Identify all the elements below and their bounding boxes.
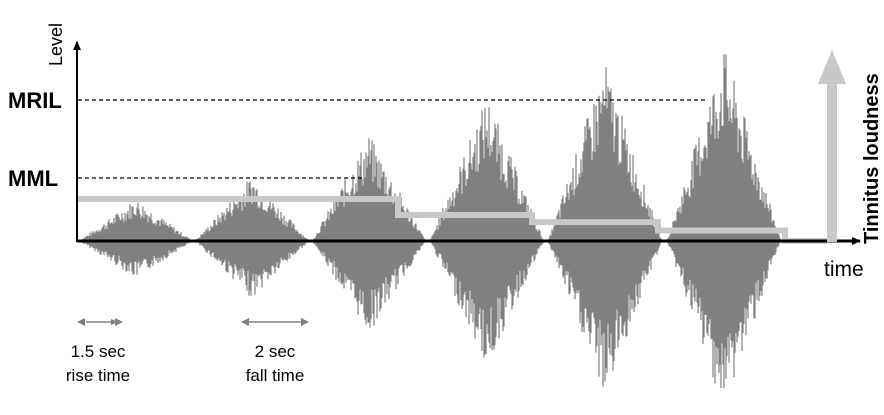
rise-time-arrow-right-head: [115, 318, 123, 326]
fall-time-arrow-right-head: [301, 318, 309, 326]
fall-time-label: fall time: [246, 366, 305, 385]
tinnitus-loudness-trace: [78, 196, 827, 244]
stimulus-burst-5: [548, 67, 662, 387]
rise-time-arrow-left-head: [77, 318, 85, 326]
mril-label: MRIL: [8, 88, 62, 113]
loudness-arrow: [818, 50, 846, 242]
rise-time-label: rise time: [66, 366, 130, 385]
fall-time-value: 2 sec: [255, 342, 296, 361]
rise-time-value: 1.5 sec: [71, 342, 126, 361]
x-axis-label: time: [824, 258, 864, 281]
stimulus-burst-6: [667, 54, 781, 389]
stimulus-burst-4: [430, 107, 544, 358]
stimulus-burst-3: [312, 138, 426, 328]
stimulus-waveforms: [79, 54, 781, 389]
mml-label: MML: [8, 166, 58, 191]
fall-time-arrow-left-head: [241, 318, 249, 326]
tinnitus-loudness-label: Tinnitus loudness: [861, 73, 883, 244]
stimulus-burst-1: [79, 202, 193, 275]
y-axis-label: Level: [46, 23, 66, 66]
